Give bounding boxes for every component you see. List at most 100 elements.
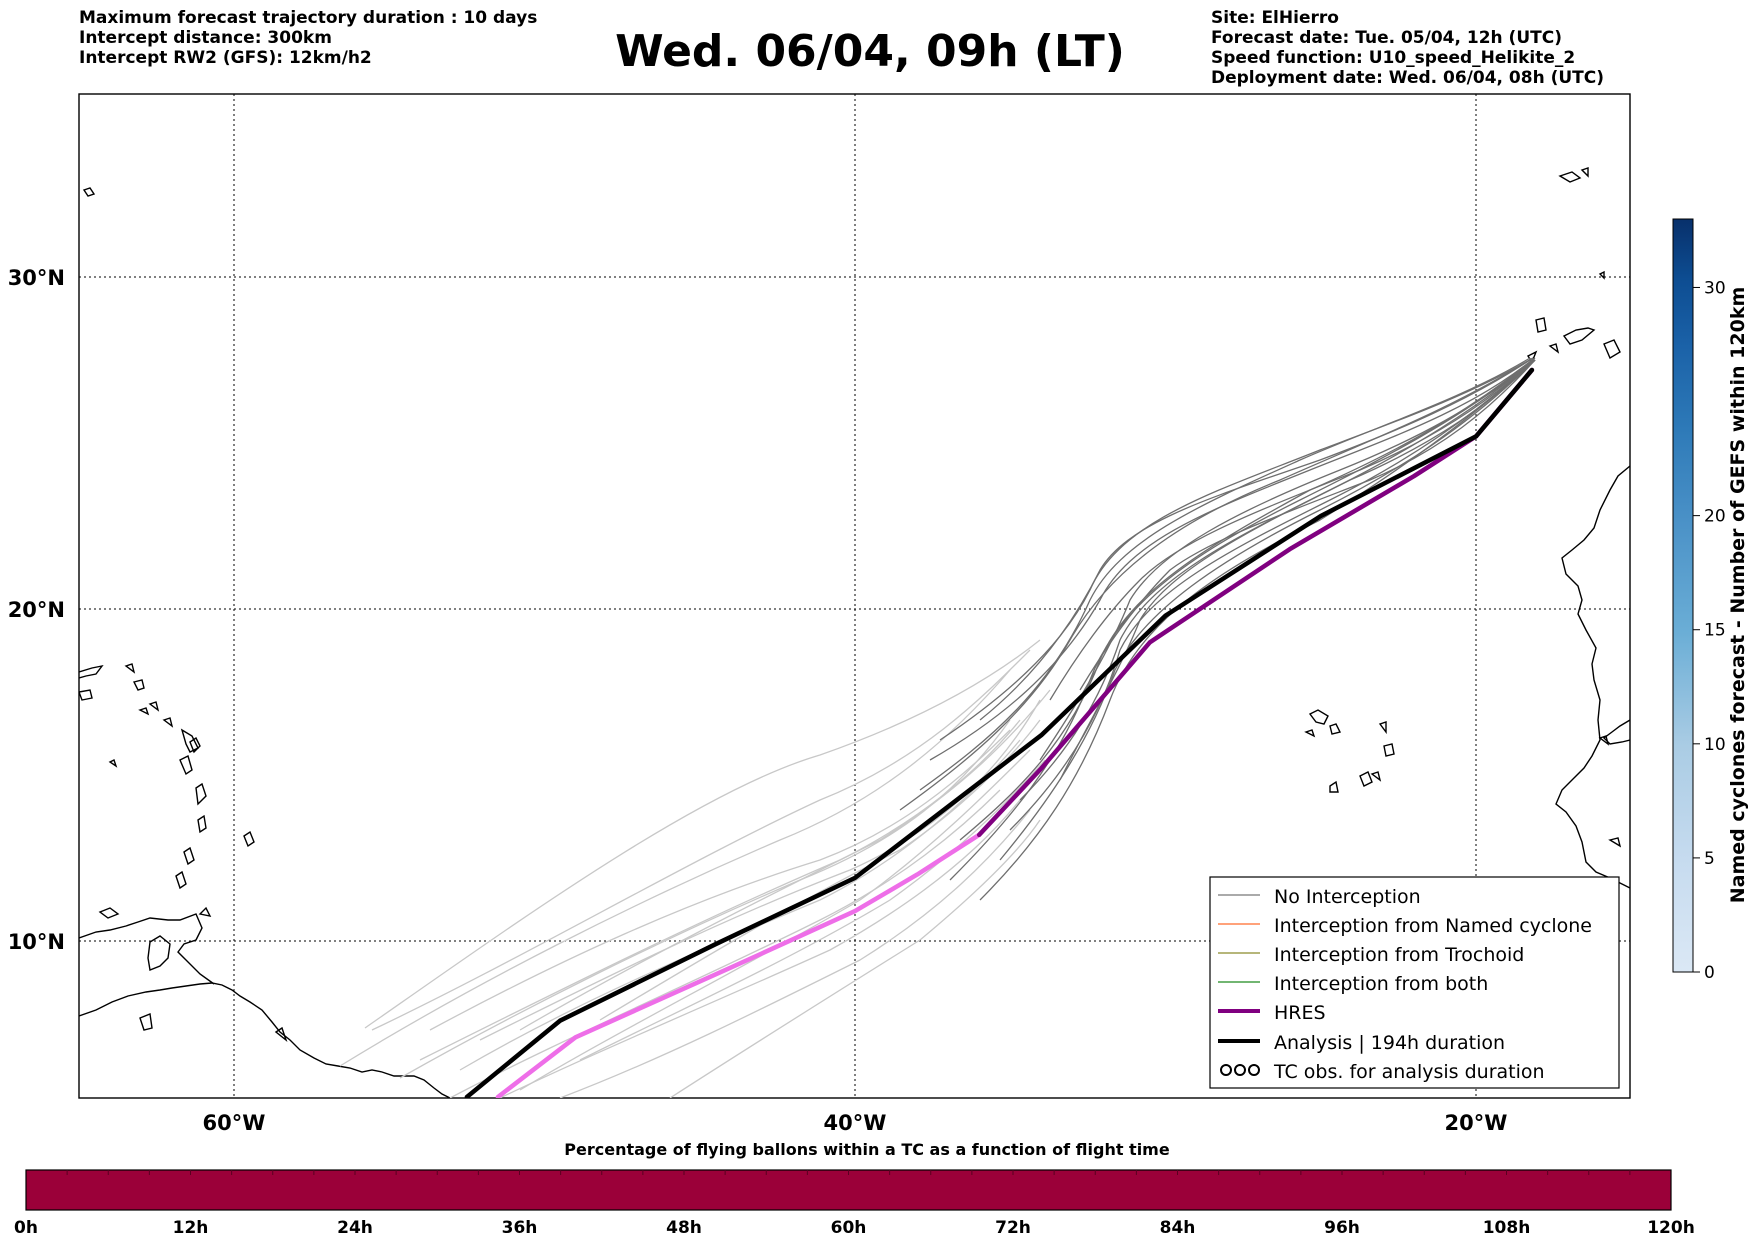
- legend-label: Interception from Trochoid: [1274, 944, 1524, 966]
- coast-island-2: [195, 782, 207, 806]
- colorbar-bottom-minor-ticks: [66, 1170, 1631, 1175]
- coast-cape-verde-7: [1370, 771, 1382, 782]
- colorbar-right-tick-label: 10: [1704, 735, 1726, 755]
- coast-canary-1: [1535, 317, 1547, 333]
- colorbar-bottom-tick-label: 72h: [995, 1218, 1031, 1238]
- coast-island-3: [197, 814, 207, 834]
- coast-island-12: [148, 701, 160, 712]
- legend-label: Interception from both: [1274, 973, 1488, 995]
- lon-tick-label: 40°W: [824, 1111, 887, 1135]
- header-right-line-site: Site: ElHierro: [1211, 8, 1339, 28]
- colorbar-bottom-title: Percentage of flying ballons within a TC…: [564, 1140, 1170, 1159]
- colorbar-bottom-tick-label: 96h: [1324, 1218, 1360, 1238]
- coast-island-16: [82, 187, 96, 197]
- colorbar-right-bar: [1672, 218, 1694, 973]
- colorbar-bottom-tick-label: 0h: [14, 1218, 38, 1238]
- legend-label: Analysis | 194h duration: [1274, 1032, 1505, 1054]
- header-right: Site: ElHierro Forecast date: Tue. 05/04…: [1211, 8, 1604, 88]
- coast-canary-2: [1562, 327, 1596, 345]
- colorbar-bottom-tick-label: 48h: [666, 1218, 702, 1238]
- coast-island-6: [180, 728, 199, 753]
- coast-tobago: [198, 906, 212, 917]
- ensemble-trajectories-light: [339, 639, 1051, 1098]
- coast-africa-bays: [1602, 719, 1630, 745]
- hres-trajectory-early: [495, 832, 982, 1098]
- colorbar-right-label: Named cyclones forecast - Number of GEFS…: [1727, 287, 1749, 904]
- coast-cape-verde-8: [1304, 729, 1316, 738]
- colorbar-bottom-tick-label: 120h: [1647, 1218, 1695, 1238]
- colorbar-bottom-tick-label: 24h: [337, 1218, 373, 1238]
- coast-island-19: [274, 1026, 288, 1043]
- legend-label: Interception from Named cyclone: [1274, 915, 1592, 937]
- lon-tick-label: 60°W: [203, 1111, 266, 1135]
- coast-island-7: [243, 830, 255, 848]
- coast-cape-verde-6: [1359, 771, 1373, 787]
- coast-island-13: [138, 707, 150, 716]
- page-title: Wed. 06/04, 09h (LT): [0, 24, 1752, 80]
- colorbar-bottom-ticks: 0h 12h 24h 36h 48h 60h 72h 84h 96h 108h 120h: [14, 1218, 1695, 1238]
- coast-south-america: [79, 982, 451, 1098]
- ensemble-trajectories-dark: [899, 357, 1536, 901]
- coast-puerto-rico: [79, 664, 104, 679]
- lat-tick-label: 10°N: [8, 930, 65, 954]
- coast-trinidad: [147, 935, 171, 971]
- legend: No Interception Interception from Named c…: [1209, 876, 1620, 1089]
- header-right-line-deployment: Deployment date: Wed. 06/04, 08h (UTC): [1211, 68, 1605, 88]
- coast-island-8: [179, 754, 193, 776]
- header-left-line-duration: Maximum forecast trajectory duration : 1…: [79, 8, 538, 28]
- coastlines: [79, 167, 1630, 1098]
- colorbar-bottom-tick-label: 84h: [1160, 1218, 1196, 1238]
- lat-tick-label: 30°N: [8, 266, 65, 290]
- map-axis-ticks: 60°W 40°W 20°W 30°N 20°N 10°N: [8, 266, 1508, 1135]
- header-left-line-rw2: Intercept RW2 (GFS): 12km/h2: [79, 48, 372, 68]
- lon-tick-label: 20°W: [1445, 1111, 1508, 1135]
- header-left-line-distance: Intercept distance: 300km: [79, 28, 332, 48]
- coast-madeira-2: [1580, 167, 1589, 178]
- colorbar-right-ticks: 0 5 10 15 20 30: [1693, 278, 1726, 983]
- coast-madeira: [1558, 171, 1582, 183]
- coast-island-14: [162, 717, 174, 728]
- coast-island-17: [98, 907, 120, 919]
- legend-label: HRES: [1274, 1002, 1326, 1024]
- colorbar-bottom-tick-label: 36h: [502, 1218, 538, 1238]
- legend-entries: No Interception Interception from Named c…: [1218, 886, 1592, 1083]
- colorbar-right-tick-label: 20: [1704, 507, 1726, 527]
- lat-tick-label: 20°N: [8, 598, 65, 622]
- coast-madeira-3: [1598, 270, 1605, 280]
- colorbar-right: 0 5 10 15 20 30 Named cyclones forecast - Num…: [1672, 218, 1749, 983]
- coast-island-11: [132, 679, 145, 691]
- colorbar-bottom-tick-label: 12h: [173, 1218, 209, 1238]
- coast-canary-4: [1548, 343, 1560, 354]
- coast-cape-verde-4: [1383, 743, 1395, 757]
- title-text: Wed. 06/04, 09h (LT): [615, 26, 1125, 77]
- colorbar-bottom-tick-label: 108h: [1483, 1218, 1531, 1238]
- coast-island-9: [79, 689, 93, 701]
- header-right-line-speed: Speed function: U10_speed_Helikite_2: [1211, 48, 1576, 68]
- coast-island-10: [124, 663, 136, 674]
- main-trajectories: [464, 367, 1535, 1098]
- colorbar-right-tick-label: 30: [1704, 278, 1726, 298]
- colorbar-right-tick-label: 15: [1704, 621, 1726, 641]
- coast-cape-verde-2: [1329, 723, 1342, 735]
- header-left: Maximum forecast trajectory duration : 1…: [79, 8, 537, 68]
- coast-island-15: [108, 759, 118, 768]
- header-right-line-forecast: Forecast date: Tue. 05/04, 12h (UTC): [1211, 28, 1562, 48]
- coast-island-4: [183, 846, 195, 866]
- colorbar-bottom-bar: [25, 1169, 1672, 1211]
- tc-symbol-icon: [1220, 1064, 1260, 1076]
- legend-label: TC obs. for analysis duration: [1273, 1061, 1545, 1083]
- coast-africa: [1555, 465, 1630, 889]
- coast-cape-verde-5: [1329, 780, 1339, 793]
- coast-island-18: [139, 1013, 153, 1031]
- coast-africa-islands: [1598, 735, 1622, 848]
- coast-island-5: [175, 870, 187, 890]
- legend-box: [1209, 876, 1620, 1089]
- colorbar-right-tick-label: 0: [1704, 963, 1715, 983]
- legend-label: No Interception: [1274, 886, 1421, 908]
- analysis-trajectory: [464, 367, 1535, 1098]
- coast-canary-3: [1603, 339, 1621, 360]
- colorbar-bottom-tick-label: 60h: [831, 1218, 867, 1238]
- coast-cape-verde-3: [1378, 721, 1387, 735]
- colorbar-bottom: Percentage of flying ballons within a TC…: [14, 1140, 1695, 1238]
